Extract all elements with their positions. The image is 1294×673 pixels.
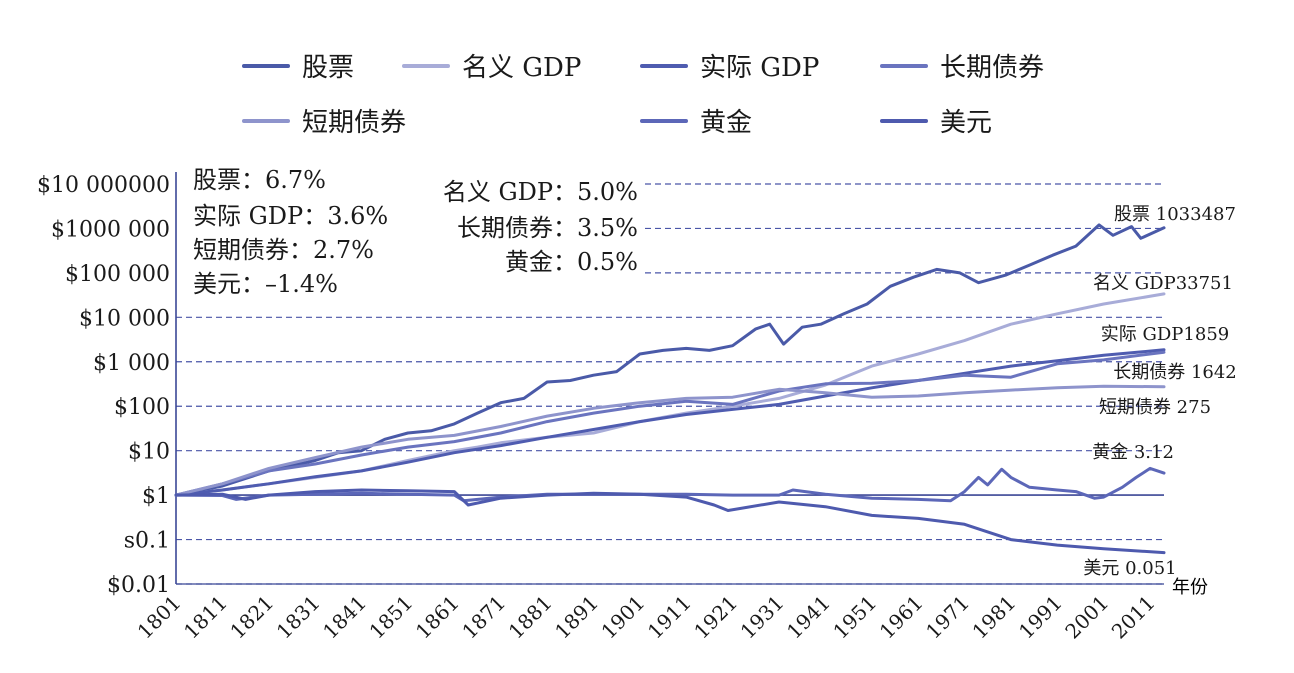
y-tick-label: $100 000 xyxy=(65,262,170,287)
series-line xyxy=(174,292,1166,497)
x-tick-label: 1941 xyxy=(782,591,835,644)
x-tick-label: 1831 xyxy=(272,591,325,644)
legend-swatch xyxy=(242,118,290,123)
y-tick-label: s0.1 xyxy=(124,529,170,554)
series-line xyxy=(174,348,1166,497)
annotation-nominal-gdp-return: 名义 GDP：5.0% xyxy=(442,178,638,206)
legend-item-gold: 黄金 xyxy=(640,102,752,139)
y-tick-label: $100 xyxy=(114,395,170,420)
legend-item-nominal-gdp: 名义 GDP xyxy=(402,47,581,84)
series-line xyxy=(174,384,1166,497)
legend-swatch xyxy=(880,63,928,68)
x-tick-label: 1911 xyxy=(643,591,696,644)
legend-item-real-gdp: 实际 GDP xyxy=(640,47,819,84)
legend-label: 实际 GDP xyxy=(700,53,820,83)
y-tick-label: $10 000 xyxy=(79,306,170,331)
x-tick-label: 1841 xyxy=(318,591,371,644)
series-end-label: 股票 1033487 xyxy=(1114,204,1236,225)
series-end-label: 名义 GDP33751 xyxy=(1093,273,1233,294)
y-tick-label: $0.01 xyxy=(107,573,170,598)
series-line xyxy=(174,350,1166,497)
y-tick-label: $10 xyxy=(128,440,170,465)
series-end-labels: 股票 1033487 名义 GDP33751 实际 GDP1859 长期债券 1642… xyxy=(1083,204,1236,579)
legend-label: 股票 xyxy=(302,53,355,83)
x-tick-label: 1891 xyxy=(550,591,603,644)
annotation-gold-return: 黄金：0.5% xyxy=(505,248,638,276)
legend-swatch xyxy=(242,63,290,68)
annotation-long-bonds-return: 长期债券：3.5% xyxy=(457,214,638,242)
legend-label: 长期债券 xyxy=(940,53,1045,83)
x-tick-label: 1921 xyxy=(689,591,742,644)
legend-item-long-bonds: 长期债券 xyxy=(880,47,1044,84)
legend-swatch xyxy=(880,118,928,123)
x-tick-label: 1861 xyxy=(411,591,464,644)
series-line xyxy=(174,488,1166,555)
x-tick-label: 1971 xyxy=(921,591,974,644)
legend-swatch xyxy=(640,118,688,123)
series-end-label: 短期债券 275 xyxy=(1099,397,1211,418)
legend-item-stocks: 股票 xyxy=(242,47,354,84)
series-end-label: 美元 0.051 xyxy=(1083,558,1176,579)
x-tick-label: 1951 xyxy=(828,591,881,644)
y-tick-label: $1 000 xyxy=(93,351,170,376)
x-tick-labels: 1801181118211831184118511861187118811891… xyxy=(133,591,1160,644)
legend-label: 短期债券 xyxy=(302,108,407,138)
y-tick-label: $1 xyxy=(142,484,170,509)
legend-label: 名义 GDP xyxy=(462,53,582,83)
annotation-real-gdp-return: 实际 GDP：3.6% xyxy=(193,202,389,230)
legend-item-dollar: 美元 xyxy=(880,102,992,139)
legend-label: 黄金 xyxy=(700,108,753,138)
legend-swatch xyxy=(402,63,450,68)
legend-item-short-bonds: 短期债券 xyxy=(242,102,406,139)
annotation-stocks-return: 股票：6.7% xyxy=(193,166,326,194)
x-tick-label: 1871 xyxy=(457,591,510,644)
series-end-label: 长期债券 1642 xyxy=(1113,362,1237,383)
x-tick-label: 2011 xyxy=(1107,591,1160,644)
series-line xyxy=(174,466,1166,503)
y-tick-label: $1000 000 xyxy=(51,217,170,242)
legend-swatch xyxy=(640,63,688,68)
x-tick-label: 1991 xyxy=(1014,591,1067,644)
series-line xyxy=(174,223,1166,497)
x-tick-label: 1811 xyxy=(179,591,232,644)
axes xyxy=(175,172,1164,585)
x-tick-label: 1851 xyxy=(364,591,417,644)
x-tick-label: 1901 xyxy=(596,591,649,644)
series-end-label: 黄金 3.12 xyxy=(1092,442,1174,463)
x-tick-label: 1881 xyxy=(504,591,557,644)
x-tick-label: 1801 xyxy=(133,591,186,644)
annotation-dollar-return: 美元：–1.4% xyxy=(193,270,338,298)
series-lines xyxy=(174,223,1166,555)
annotation-short-bonds-return: 短期债券：2.7% xyxy=(193,236,374,264)
series-end-label: 实际 GDP1859 xyxy=(1101,324,1229,345)
y-tick-label: $10 000000 xyxy=(37,173,170,198)
x-tick-label: 1821 xyxy=(225,591,278,644)
x-tick-label: 1961 xyxy=(875,591,928,644)
x-axis-label: 年份 xyxy=(1172,577,1208,598)
x-tick-label: 1981 xyxy=(967,591,1020,644)
x-tick-label: 1931 xyxy=(736,591,789,644)
y-tick-labels: $10 000000 $1000 000 $100 000 $10 000 $1 000… xyxy=(37,173,170,598)
legend-label: 美元 xyxy=(940,108,993,138)
x-tick-label: 2001 xyxy=(1060,591,1113,644)
